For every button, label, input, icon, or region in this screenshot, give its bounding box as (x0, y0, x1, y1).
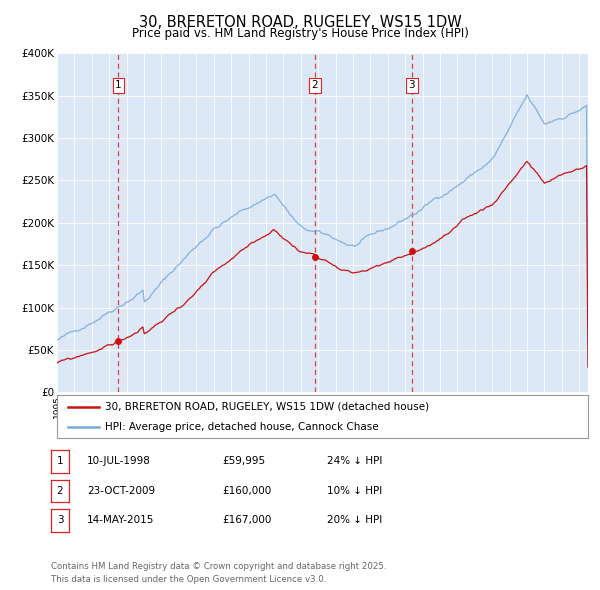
Text: 2: 2 (311, 80, 318, 90)
Text: HPI: Average price, detached house, Cannock Chase: HPI: Average price, detached house, Cann… (105, 422, 379, 432)
Text: 1: 1 (115, 80, 122, 90)
Text: Price paid vs. HM Land Registry's House Price Index (HPI): Price paid vs. HM Land Registry's House … (131, 27, 469, 40)
Text: £160,000: £160,000 (222, 486, 271, 496)
Text: 1: 1 (56, 457, 64, 466)
Text: 3: 3 (56, 516, 64, 525)
Text: 2: 2 (56, 486, 64, 496)
Text: 30, BRERETON ROAD, RUGELEY, WS15 1DW (detached house): 30, BRERETON ROAD, RUGELEY, WS15 1DW (de… (105, 402, 429, 412)
Text: 10-JUL-1998: 10-JUL-1998 (87, 457, 151, 466)
Text: 3: 3 (409, 80, 415, 90)
Text: 10% ↓ HPI: 10% ↓ HPI (327, 486, 382, 496)
Text: Contains HM Land Registry data © Crown copyright and database right 2025.: Contains HM Land Registry data © Crown c… (51, 562, 386, 571)
Text: This data is licensed under the Open Government Licence v3.0.: This data is licensed under the Open Gov… (51, 575, 326, 584)
Text: £59,995: £59,995 (222, 457, 265, 466)
Text: 23-OCT-2009: 23-OCT-2009 (87, 486, 155, 496)
Text: 30, BRERETON ROAD, RUGELEY, WS15 1DW: 30, BRERETON ROAD, RUGELEY, WS15 1DW (139, 15, 461, 30)
Text: 14-MAY-2015: 14-MAY-2015 (87, 516, 154, 525)
Text: £167,000: £167,000 (222, 516, 271, 525)
Text: 24% ↓ HPI: 24% ↓ HPI (327, 457, 382, 466)
Text: 20% ↓ HPI: 20% ↓ HPI (327, 516, 382, 525)
